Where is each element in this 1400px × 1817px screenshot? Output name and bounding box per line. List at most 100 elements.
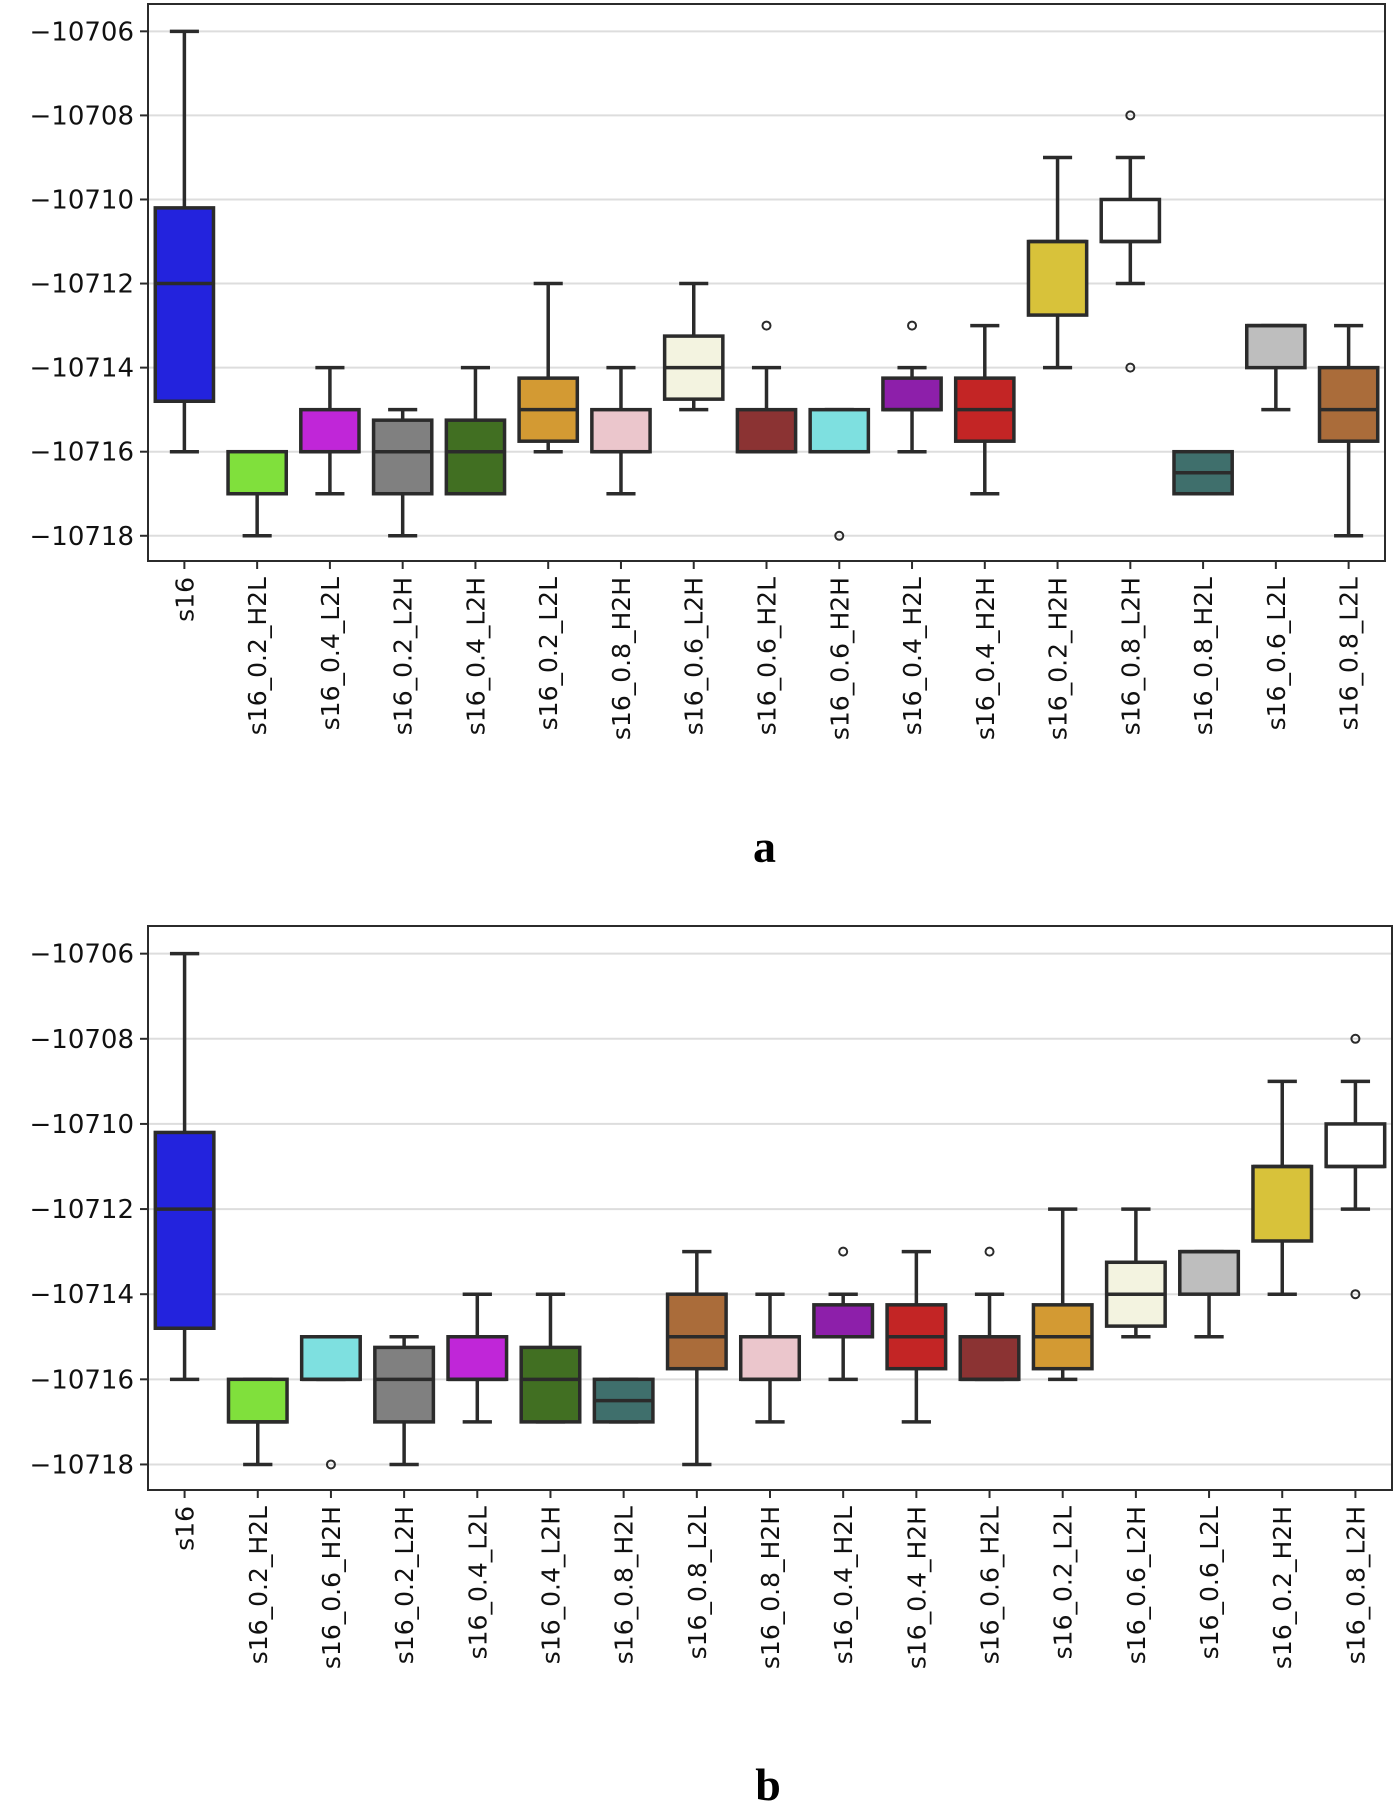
y-tick-label: −10716: [30, 438, 135, 468]
x-tick-label: s16_0.8_H2L: [610, 1506, 639, 1664]
box-s16_0.6_H2L: [735, 320, 798, 454]
box-iqr: [1178, 1249, 1241, 1296]
box-iqr: [1099, 197, 1162, 244]
box-s16_0.4_L2H: [444, 365, 507, 496]
outlier-point: [834, 530, 845, 541]
box-iqr: [881, 376, 943, 412]
x-tick-label: s16_0.8_L2L: [683, 1506, 712, 1659]
box-s16_0.2_H2L: [226, 1377, 289, 1467]
box-s16: [153, 951, 216, 1382]
box-iqr: [1026, 239, 1089, 317]
x-tick-label: s16: [170, 577, 199, 622]
x-tick-label: s16_0.6_L2L: [1195, 1506, 1224, 1659]
box-s16_0.4_H2L: [881, 320, 943, 454]
box-iqr: [735, 407, 798, 454]
box-s16_0.4_L2L: [299, 365, 361, 496]
box-s16_0.6_L2L: [1178, 1249, 1241, 1339]
box-iqr: [299, 1335, 362, 1382]
box-s16_0.2_L2L: [517, 281, 580, 454]
y-tick-label: −10714: [30, 354, 135, 384]
x-tick-label: s16_0.6_L2H: [1122, 1506, 1151, 1664]
box-s16_0.4_H2L: [812, 1246, 875, 1382]
y-tick-label: −10708: [30, 101, 135, 131]
x-tick-label: s16_0.2_L2L: [534, 577, 563, 730]
x-tick-label: s16_0.6_L2L: [1262, 577, 1291, 730]
box-s16_0.2_H2H: [1026, 155, 1089, 370]
chart-panel-a: −10706 −10708 −10710 −10712 −10714 −10716 −107…: [30, 3, 1386, 872]
box-s16_0.8_H2L: [592, 1377, 655, 1424]
box-s16_0.8_L2H: [1099, 110, 1162, 373]
box-iqr: [1317, 365, 1380, 443]
box-s16_0.2_L2H: [371, 407, 434, 538]
box-iqr: [1324, 1122, 1387, 1169]
box-iqr: [153, 206, 216, 404]
box-iqr: [808, 407, 871, 454]
box-s16_0.8_H2H: [590, 365, 652, 496]
box-s16_0.4_L2L: [446, 1292, 509, 1424]
panel-label: b: [755, 1759, 781, 1810]
outlier-point: [1350, 1289, 1361, 1300]
box-iqr: [1244, 323, 1307, 370]
y-tick-label: −10706: [30, 17, 135, 47]
chart-panel-b: −10706 −10708 −10710 −10712 −10714 −10716 −107…: [30, 925, 1393, 1810]
x-tick-label: s16_0.4_L2L: [463, 1506, 492, 1659]
box-s16_0.2_L2H: [373, 1335, 436, 1467]
y-tick-label: −10716: [30, 1365, 135, 1395]
y-tick-label: −10712: [30, 1195, 135, 1225]
box-s16_0.2_L2L: [1031, 1207, 1094, 1382]
box-s16_0.8_H2L: [1172, 449, 1234, 496]
box-s16_0.6_L2L: [1244, 323, 1307, 412]
box-iqr: [373, 1345, 436, 1424]
box-iqr: [371, 418, 434, 496]
x-tick-label: s16_0.4_L2H: [461, 577, 490, 735]
outlier-point: [761, 320, 772, 331]
x-tick-label: s16_0.8_L2L: [1335, 577, 1364, 730]
box-iqr: [665, 1292, 728, 1371]
x-tick-label: s16_0.2_H2H: [1044, 577, 1073, 740]
outlier-point: [1125, 362, 1136, 373]
outlier-point: [1350, 1033, 1361, 1044]
x-tick-label: s16_0.8_H2H: [756, 1506, 785, 1669]
x-tick-label: s16_0.2_L2H: [389, 577, 418, 735]
y-tick-label: −10710: [30, 185, 135, 215]
y-tick-label: −10706: [30, 940, 135, 970]
x-tick-label: s16_0.8_L2H: [1341, 1506, 1370, 1664]
y-tick-label: −10708: [30, 1025, 135, 1055]
box-iqr: [1251, 1164, 1314, 1243]
y-tick-label: −10712: [30, 270, 135, 300]
x-tick-label: s16_0.4_H2H: [902, 1506, 931, 1669]
x-tick-label: s16_0.6_H2H: [317, 1506, 346, 1669]
box-s16_0.8_L2L: [665, 1249, 728, 1467]
box-s16_0.6_L2H: [662, 281, 725, 412]
outlier-point: [984, 1246, 995, 1257]
x-tick-label: s16_0.4_H2H: [971, 577, 1000, 740]
x-tick-label: s16_0.4_L2H: [536, 1506, 565, 1664]
y-tick-label: −10714: [30, 1280, 135, 1310]
box-iqr: [153, 1130, 216, 1330]
box-s16_0.6_H2L: [958, 1246, 1021, 1382]
panel-label: a: [753, 821, 776, 872]
x-tick-label: s16_0.8_H2H: [607, 577, 636, 740]
box-s16_0.2_H2L: [226, 449, 289, 538]
box-iqr: [519, 1345, 582, 1424]
box-s16_0.8_H2H: [738, 1292, 802, 1424]
y-tick-label: −10710: [30, 1110, 135, 1140]
outlier-point: [838, 1246, 849, 1257]
box-s16_0.6_H2H: [808, 407, 871, 541]
x-tick-label: s16_0.4_H2L: [898, 577, 927, 735]
x-tick-label: s16_0.2_L2H: [390, 1506, 419, 1664]
x-tick-label: s16_0.2_H2H: [1268, 1506, 1297, 1669]
box-iqr: [738, 1335, 802, 1382]
box-s16_0.6_H2H: [299, 1335, 362, 1470]
x-tick-label: s16_0.8_L2H: [1116, 577, 1145, 735]
outlier-point: [907, 320, 918, 331]
box-iqr: [446, 1335, 509, 1382]
x-tick-label: s16_0.2_H2L: [244, 1506, 273, 1664]
outlier-point: [325, 1459, 336, 1470]
x-tick-label: s16_0.6_H2L: [753, 577, 782, 735]
x-tick-label: s16_0.6_H2H: [825, 577, 854, 740]
box-s16_0.6_L2H: [1104, 1207, 1167, 1339]
y-tick-label: −10718: [30, 1450, 135, 1480]
x-tick-label: s16_0.6_L2H: [680, 577, 709, 735]
plot-frame: [147, 925, 1393, 1491]
